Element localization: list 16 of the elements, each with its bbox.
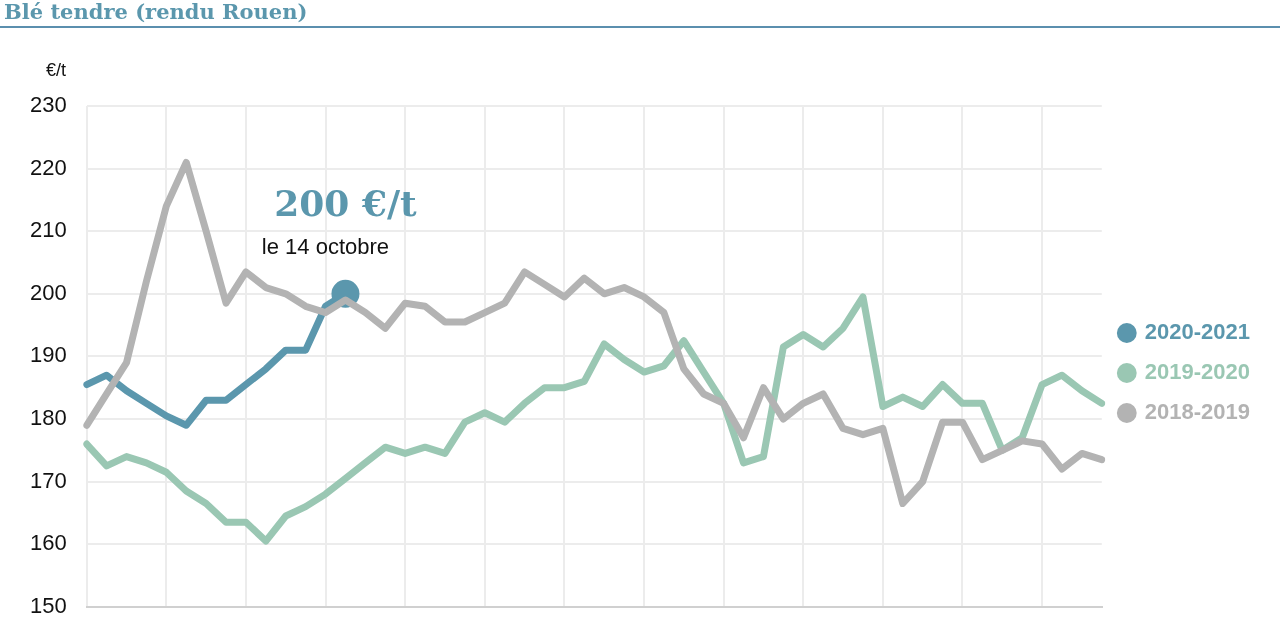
annotation: 200 €/t [274, 181, 418, 224]
chart-title: Blé tendre (rendu Rouen) [0, 0, 1280, 28]
y-axis-title: €/t [46, 60, 67, 80]
y-tick-label: 150 [29, 592, 67, 618]
annotation: le 14 octobre [261, 233, 390, 259]
y-tick-label: 190 [29, 342, 67, 368]
legend-label: 2020-2021 [1144, 319, 1251, 345]
y-tick-label: 200 [29, 279, 67, 305]
y-tick-label: 210 [29, 217, 67, 243]
legend-label: 2019-2020 [1144, 359, 1251, 385]
y-tick-label: 230 [29, 92, 67, 118]
y-tick-label: 220 [29, 154, 67, 180]
y-tick-label: 160 [29, 530, 67, 556]
y-tick-label: 170 [29, 467, 67, 493]
legend-label: 2018-2019 [1144, 399, 1251, 425]
y-tick-label: 180 [29, 405, 67, 431]
